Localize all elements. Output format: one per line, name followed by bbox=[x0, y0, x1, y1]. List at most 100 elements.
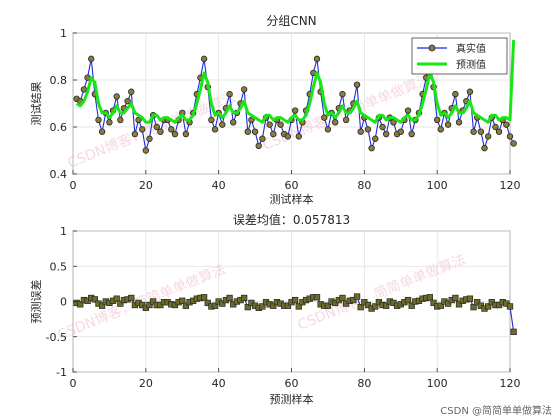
data-point bbox=[455, 301, 463, 308]
data-point bbox=[157, 128, 164, 135]
data-point bbox=[470, 128, 477, 135]
data-point bbox=[138, 126, 146, 133]
data-point bbox=[131, 130, 139, 138]
data-point bbox=[444, 121, 452, 128]
y-tick-label: 0.6 bbox=[50, 121, 68, 134]
data-point bbox=[200, 55, 208, 63]
data-point bbox=[98, 302, 106, 309]
data-point bbox=[404, 296, 412, 304]
x-tick-label: 0 bbox=[70, 377, 77, 390]
chart-top-x-ticks: 0 20 40 60 80 100 120 bbox=[70, 170, 521, 192]
chart-top-series bbox=[73, 39, 517, 154]
y-tick-label: -1 bbox=[56, 366, 67, 379]
x-tick-label: 20 bbox=[139, 179, 153, 192]
data-point bbox=[313, 55, 321, 63]
data-point bbox=[226, 90, 233, 98]
data-point bbox=[91, 296, 99, 303]
data-point bbox=[368, 144, 375, 152]
legend-marker-actual bbox=[428, 44, 436, 52]
data-point bbox=[88, 55, 95, 63]
x-tick-label: 60 bbox=[285, 179, 299, 192]
data-point bbox=[244, 303, 251, 311]
data-point bbox=[506, 133, 514, 140]
data-point bbox=[142, 147, 150, 154]
data-point bbox=[364, 126, 372, 133]
data-point bbox=[241, 294, 248, 302]
data-point bbox=[135, 116, 142, 124]
x-tick-label: 100 bbox=[427, 377, 448, 390]
data-point bbox=[357, 128, 364, 135]
data-point bbox=[492, 123, 499, 131]
data-point bbox=[342, 116, 350, 124]
data-point bbox=[382, 130, 390, 138]
data-point bbox=[182, 130, 190, 138]
data-point bbox=[211, 126, 219, 133]
data-point bbox=[437, 302, 444, 309]
legend-label-predicted: 预测值 bbox=[456, 58, 486, 71]
data-point bbox=[357, 303, 364, 311]
data-point bbox=[324, 302, 332, 309]
data-point bbox=[452, 90, 459, 98]
data-point bbox=[251, 128, 259, 135]
data-point bbox=[339, 294, 346, 302]
x-tick-label: 0 bbox=[70, 179, 77, 192]
data-point bbox=[506, 303, 514, 310]
chart-bottom-series bbox=[73, 293, 517, 335]
legend-label-actual: 真实值 bbox=[456, 42, 486, 55]
data-point bbox=[466, 88, 474, 95]
data-point bbox=[98, 128, 106, 135]
chart-top-grid bbox=[72, 32, 511, 175]
data-point bbox=[211, 302, 219, 309]
data-point bbox=[332, 119, 339, 126]
y-tick-label: 0 bbox=[60, 296, 67, 309]
data-point bbox=[255, 142, 262, 149]
series-line-predicted bbox=[75, 39, 516, 124]
data-point bbox=[146, 301, 153, 309]
data-point bbox=[383, 302, 390, 309]
data-point bbox=[444, 300, 452, 307]
data-point bbox=[128, 294, 135, 302]
data-point bbox=[270, 302, 277, 309]
chart-top-legend: 真实值 预测值 bbox=[411, 37, 508, 75]
data-point bbox=[510, 328, 517, 335]
data-point bbox=[259, 135, 266, 142]
data-point bbox=[503, 121, 510, 128]
data-point bbox=[466, 295, 474, 302]
data-point bbox=[353, 81, 361, 88]
data-point bbox=[408, 302, 415, 309]
data-point bbox=[291, 107, 299, 114]
data-point bbox=[149, 298, 157, 305]
data-point bbox=[430, 299, 437, 307]
data-point bbox=[426, 294, 434, 301]
x-tick-label: 60 bbox=[285, 377, 299, 390]
data-point bbox=[113, 93, 120, 100]
data-point bbox=[481, 144, 488, 152]
x-tick-label: 80 bbox=[357, 377, 371, 390]
data-point bbox=[240, 86, 248, 93]
chart-bottom-title: 误差均值：0.057813 bbox=[233, 212, 350, 227]
y-tick-label: 0.4 bbox=[50, 168, 68, 181]
chart-top-ylabel: 测试结果 bbox=[30, 82, 43, 126]
data-point bbox=[248, 116, 255, 124]
data-point bbox=[113, 295, 120, 302]
data-point bbox=[364, 301, 372, 309]
legend-box bbox=[411, 37, 508, 75]
y-tick-label: 0.8 bbox=[50, 74, 68, 87]
chart-top: CSDN博客，简简单单做算法 CSDN博客，简简单单做算法 0 20 40 60 80 1… bbox=[30, 14, 521, 206]
data-point bbox=[372, 303, 379, 310]
data-point bbox=[204, 299, 211, 307]
data-point bbox=[495, 128, 503, 135]
data-point bbox=[95, 116, 102, 124]
data-point bbox=[106, 119, 113, 126]
x-tick-label: 120 bbox=[500, 179, 521, 192]
chart-bottom-y-ticks: -1 -0.5 0 0.5 1 bbox=[46, 225, 77, 379]
data-point bbox=[477, 128, 485, 135]
y-tick-label: -0.5 bbox=[46, 331, 67, 344]
x-tick-label: 120 bbox=[500, 377, 521, 390]
data-point bbox=[397, 128, 404, 135]
data-point bbox=[219, 121, 226, 128]
data-point bbox=[153, 123, 160, 131]
data-point bbox=[433, 116, 441, 124]
data-point bbox=[168, 126, 175, 133]
